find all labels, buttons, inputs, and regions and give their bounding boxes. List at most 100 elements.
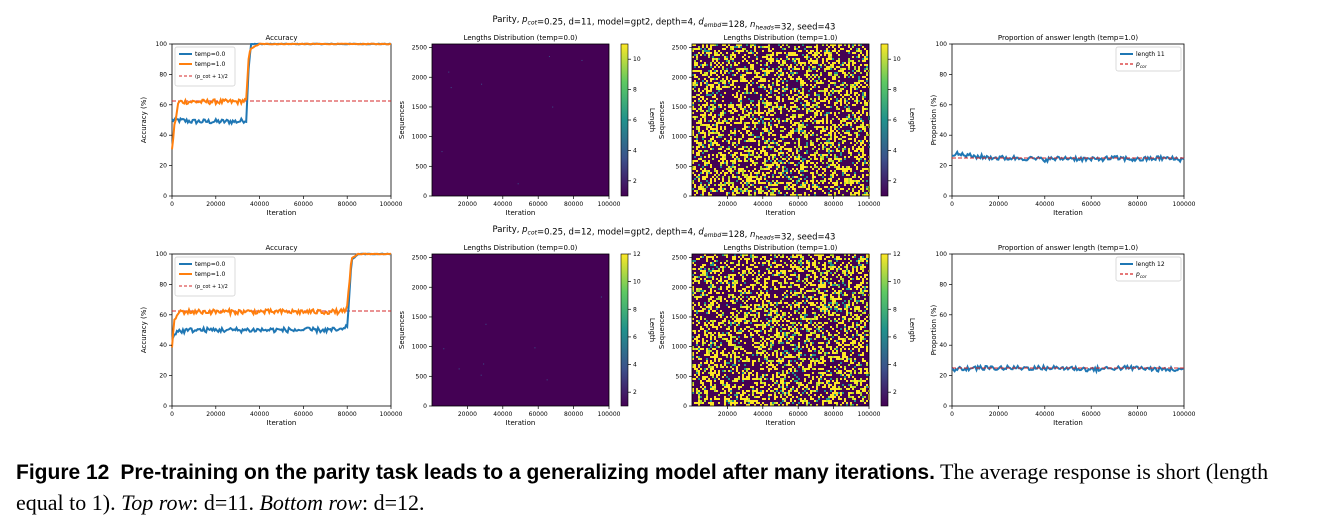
heatmap-cell xyxy=(768,86,770,88)
heatmap-cell xyxy=(772,78,774,80)
heatmap-cell xyxy=(764,150,766,152)
heatmap-cell xyxy=(856,180,858,182)
heatmap-cell xyxy=(786,152,788,154)
heatmap-cell xyxy=(818,346,820,348)
heatmap-cell xyxy=(848,64,850,66)
heatmap-cell xyxy=(814,188,816,190)
heatmap-cell xyxy=(738,256,740,258)
heatmap-cell xyxy=(746,126,748,128)
heatmap-cell xyxy=(848,174,850,176)
heatmap-cell xyxy=(784,60,786,62)
heatmap-cell xyxy=(760,64,762,66)
heatmap-cell xyxy=(800,174,802,176)
heatmap-cell xyxy=(848,328,850,330)
heatmap-cell xyxy=(768,112,770,114)
heatmap-cell xyxy=(714,82,716,84)
heatmap-cell xyxy=(798,92,800,94)
heatmap-cell xyxy=(704,332,706,334)
heatmap-cell xyxy=(812,142,814,144)
heatmap-cell xyxy=(692,112,694,114)
heatmap-cell xyxy=(834,284,836,286)
heatmap-cell xyxy=(722,266,724,268)
heatmap-cell xyxy=(700,194,702,196)
heatmap-cell xyxy=(722,188,724,190)
heatmap-cell xyxy=(770,316,772,318)
heatmap-cell xyxy=(802,256,804,258)
heatmap-cell xyxy=(706,162,708,164)
heatmap-cell xyxy=(842,110,844,112)
heatmap-cell xyxy=(810,320,812,322)
heatmap-cell xyxy=(792,168,794,170)
heatmap-cell xyxy=(742,348,744,350)
heatmap-cell xyxy=(774,320,776,322)
heatmap-cell xyxy=(822,180,824,182)
heatmap-cell xyxy=(738,100,740,102)
heatmap-cell xyxy=(716,326,718,328)
heatmap-cell xyxy=(802,92,804,94)
heatmap-cell xyxy=(708,350,710,352)
heatmap-cell xyxy=(774,124,776,126)
heatmap-cell xyxy=(794,300,796,302)
heatmap-cell xyxy=(814,76,816,78)
heatmap-cell xyxy=(786,290,788,292)
heatmap-cell xyxy=(864,324,866,326)
heatmap-cell xyxy=(830,164,832,166)
heatmap-cell xyxy=(744,322,746,324)
heatmap-cell xyxy=(824,94,826,96)
heatmap-cell xyxy=(722,312,724,314)
heatmap-cell xyxy=(734,328,736,330)
heatmap-cell xyxy=(710,180,712,182)
heatmap-cell xyxy=(788,132,790,134)
heatmap-cell xyxy=(802,94,804,96)
heatmap-cell xyxy=(748,298,750,300)
heatmap-cell xyxy=(718,306,720,308)
heatmap-cell xyxy=(772,156,774,158)
heatmap-cell xyxy=(836,52,838,54)
heatmap-cell xyxy=(786,352,788,354)
heatmap-cell xyxy=(748,52,750,54)
heatmap-cell xyxy=(746,358,748,360)
heatmap-cell xyxy=(792,88,794,90)
heatmap-cell xyxy=(798,284,800,286)
heatmap-cell xyxy=(772,322,774,324)
heatmap-cell xyxy=(770,312,772,314)
heatmap-cell xyxy=(734,254,736,256)
heatmap-cell xyxy=(862,278,864,280)
heatmap-cell xyxy=(764,104,766,106)
heatmap-cell xyxy=(820,160,822,162)
heatmap-cell xyxy=(866,78,868,80)
y-tick-label: 1000 xyxy=(412,344,427,351)
heatmap-cell xyxy=(802,108,804,110)
heatmap-cell xyxy=(828,150,830,152)
heatmap-cell xyxy=(730,334,732,336)
heatmap-cell xyxy=(836,102,838,104)
heatmap-cell xyxy=(756,266,758,268)
heatmap-cell xyxy=(714,190,716,192)
heatmap-cell xyxy=(728,72,730,74)
heatmap-cell xyxy=(846,180,848,182)
heatmap-cell xyxy=(692,286,694,288)
heatmap-cell xyxy=(790,172,792,174)
heatmap-cell xyxy=(702,192,704,194)
heatmap-cell xyxy=(754,360,756,362)
heatmap-cell xyxy=(794,356,796,358)
heatmap-cell xyxy=(698,46,700,48)
heatmap-cell xyxy=(760,182,762,184)
heatmap-cell xyxy=(726,78,728,80)
suptitle: Parity, pcot=0.25, d=12, model=gpt2, dep… xyxy=(493,225,836,243)
heatmap-cell xyxy=(834,166,836,168)
heatmap-cell xyxy=(708,298,710,300)
heatmap-cell xyxy=(736,172,738,174)
heatmap-cell xyxy=(794,90,796,92)
heatmap-cell xyxy=(772,130,774,132)
heatmap-cell xyxy=(802,104,804,106)
heatmap-cell xyxy=(810,120,812,122)
heatmap-cell xyxy=(860,188,862,190)
heatmap-cell xyxy=(754,162,756,164)
heatmap-cell xyxy=(732,258,734,260)
heatmap-cell xyxy=(732,294,734,296)
heatmap-cell xyxy=(748,190,750,192)
heatmap-cell xyxy=(764,256,766,258)
heatmap-cell xyxy=(866,330,868,332)
heatmap-cell xyxy=(698,268,700,270)
